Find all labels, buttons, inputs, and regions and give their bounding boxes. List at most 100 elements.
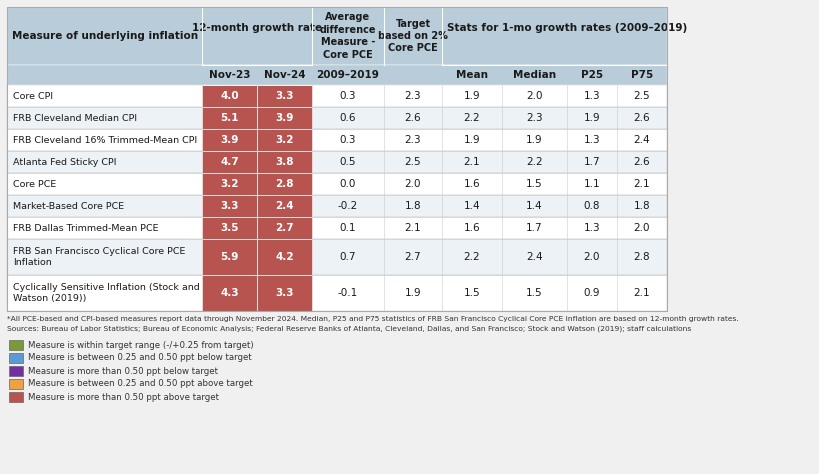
Text: 2.6: 2.6: [633, 157, 649, 167]
Text: FRB Dallas Trimmed-Mean PCE: FRB Dallas Trimmed-Mean PCE: [13, 224, 158, 233]
Text: P25: P25: [580, 70, 602, 80]
Text: 0.3: 0.3: [339, 135, 355, 145]
Text: 2.0: 2.0: [526, 91, 542, 101]
Text: *All PCE-based and CPI-based measures report data through November 2024. Median,: *All PCE-based and CPI-based measures re…: [7, 316, 738, 322]
Bar: [256, 275, 311, 311]
Text: Measure of underlying inflation: Measure of underlying inflation: [12, 31, 198, 41]
Text: 1.6: 1.6: [463, 179, 480, 189]
Text: Nov-23: Nov-23: [209, 70, 250, 80]
Text: Measure is more than 0.50 ppt below target: Measure is more than 0.50 ppt below targ…: [28, 366, 218, 375]
Bar: [201, 195, 256, 217]
Text: Core PCE: Core PCE: [13, 180, 57, 189]
Text: 2.4: 2.4: [526, 252, 542, 262]
Text: 2.1: 2.1: [633, 179, 649, 189]
Bar: [7, 151, 666, 173]
Text: 2.3: 2.3: [405, 91, 421, 101]
Bar: [9, 392, 23, 402]
Text: Measure is between 0.25 and 0.50 ppt below target: Measure is between 0.25 and 0.50 ppt bel…: [28, 354, 251, 363]
Bar: [201, 107, 256, 129]
Text: 2.6: 2.6: [405, 113, 421, 123]
Text: 2.8: 2.8: [275, 179, 293, 189]
Text: 1.7: 1.7: [526, 223, 542, 233]
Bar: [7, 217, 666, 239]
Bar: [201, 217, 256, 239]
Text: Atlanta Fed Sticky CPI: Atlanta Fed Sticky CPI: [13, 157, 116, 166]
Text: 1.5: 1.5: [463, 288, 480, 298]
Text: 0.1: 0.1: [339, 223, 355, 233]
Text: 0.0: 0.0: [339, 179, 355, 189]
Text: 5.1: 5.1: [220, 113, 238, 123]
Bar: [256, 195, 311, 217]
Text: -0.2: -0.2: [337, 201, 358, 211]
Text: 3.3: 3.3: [220, 201, 238, 211]
Text: 1.5: 1.5: [526, 288, 542, 298]
Text: 2.8: 2.8: [633, 252, 649, 262]
Text: 1.7: 1.7: [583, 157, 600, 167]
Text: 2.2: 2.2: [463, 252, 480, 262]
Bar: [201, 173, 256, 195]
Text: 1.9: 1.9: [405, 288, 421, 298]
Text: 2.2: 2.2: [526, 157, 542, 167]
Text: Median: Median: [513, 70, 555, 80]
Text: 1.9: 1.9: [526, 135, 542, 145]
Text: 3.8: 3.8: [275, 157, 293, 167]
Text: 3.9: 3.9: [275, 113, 293, 123]
Text: Market-Based Core PCE: Market-Based Core PCE: [13, 201, 124, 210]
Text: 0.5: 0.5: [339, 157, 355, 167]
Text: Target
based on 2%
Core PCE: Target based on 2% Core PCE: [378, 18, 447, 54]
Text: Mean: Mean: [455, 70, 487, 80]
Text: Measure is between 0.25 and 0.50 ppt above target: Measure is between 0.25 and 0.50 ppt abo…: [28, 380, 252, 389]
Text: 0.6: 0.6: [339, 113, 355, 123]
Text: 1.8: 1.8: [633, 201, 649, 211]
Text: 2.0: 2.0: [405, 179, 421, 189]
Bar: [256, 239, 311, 275]
Bar: [201, 239, 256, 275]
Text: 4.7: 4.7: [219, 157, 238, 167]
Text: 3.9: 3.9: [220, 135, 238, 145]
Bar: [256, 129, 311, 151]
Text: 2.3: 2.3: [526, 113, 542, 123]
Bar: [256, 85, 311, 107]
Text: 1.3: 1.3: [583, 135, 600, 145]
Bar: [7, 7, 666, 311]
Bar: [7, 195, 666, 217]
Text: 2009–2019: 2009–2019: [316, 70, 379, 80]
Text: 3.3: 3.3: [275, 288, 293, 298]
Text: 3.3: 3.3: [275, 91, 293, 101]
Text: 2.0: 2.0: [633, 223, 649, 233]
Text: 3.2: 3.2: [220, 179, 238, 189]
Text: 2.0: 2.0: [583, 252, 600, 262]
Text: FRB San Francisco Cyclical Core PCE
Inflation: FRB San Francisco Cyclical Core PCE Infl…: [13, 247, 185, 267]
Bar: [201, 129, 256, 151]
Text: P75: P75: [630, 70, 652, 80]
Text: Cyclically Sensitive Inflation (Stock and
Watson (2019)): Cyclically Sensitive Inflation (Stock an…: [13, 283, 200, 303]
Text: 1.3: 1.3: [583, 91, 600, 101]
Text: 4.2: 4.2: [275, 252, 293, 262]
Bar: [7, 239, 666, 275]
Bar: [7, 173, 666, 195]
Text: 2.1: 2.1: [405, 223, 421, 233]
Bar: [9, 353, 23, 363]
Bar: [201, 275, 256, 311]
Bar: [9, 340, 23, 350]
Text: Average
difference
Measure -
Core PCE: Average difference Measure - Core PCE: [319, 12, 376, 60]
Text: 2.7: 2.7: [275, 223, 293, 233]
Text: 3.2: 3.2: [275, 135, 293, 145]
Text: 3.5: 3.5: [220, 223, 238, 233]
Bar: [7, 129, 666, 151]
Bar: [9, 366, 23, 376]
Text: FRB Cleveland 16% Trimmed-Mean CPI: FRB Cleveland 16% Trimmed-Mean CPI: [13, 136, 197, 145]
Text: Measure is within target range (-/+0.25 from target): Measure is within target range (-/+0.25 …: [28, 340, 253, 349]
Text: 0.9: 0.9: [583, 288, 600, 298]
Text: 1.5: 1.5: [526, 179, 542, 189]
Text: Nov-24: Nov-24: [264, 70, 305, 80]
Text: 2.2: 2.2: [463, 113, 480, 123]
Text: 1.3: 1.3: [583, 223, 600, 233]
Text: 2.1: 2.1: [463, 157, 480, 167]
Bar: [256, 173, 311, 195]
Text: 0.8: 0.8: [583, 201, 600, 211]
Text: 1.9: 1.9: [463, 91, 480, 101]
Bar: [201, 85, 256, 107]
Text: 1.8: 1.8: [405, 201, 421, 211]
Text: Core CPI: Core CPI: [13, 91, 53, 100]
